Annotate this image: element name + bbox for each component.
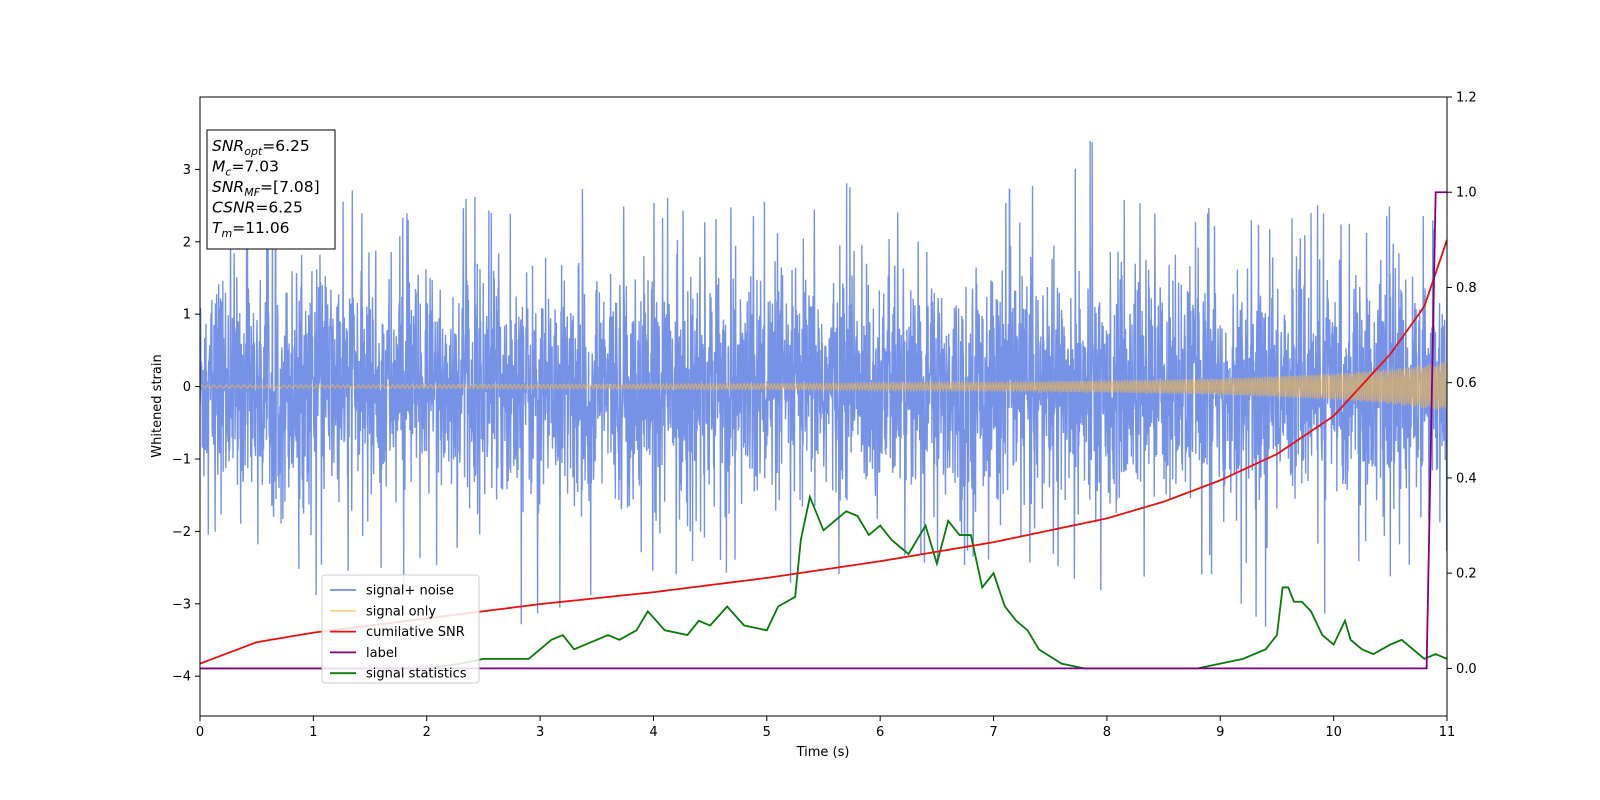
annotation-line: Tm=11.06 xyxy=(212,219,290,240)
y-axis-left: −4 −3 −2 −1 0 1 2 3 xyxy=(172,163,200,685)
x-tick-label: 7 xyxy=(989,725,997,740)
x-tick-label: 6 xyxy=(876,725,884,740)
y-right-tick-label: 0.6 xyxy=(1456,376,1477,391)
y-right-tick-label: 0.8 xyxy=(1456,281,1477,296)
legend-label: signal statistics xyxy=(366,667,467,682)
y-left-tick-label: −3 xyxy=(172,597,191,612)
x-tick-label: 9 xyxy=(1216,725,1224,740)
legend-label: cumilative SNR xyxy=(366,625,465,640)
legend-item: signal statistics xyxy=(330,667,467,682)
series-label xyxy=(200,191,1447,670)
legend-item: signal+ noise xyxy=(330,584,454,599)
y-right-tick-label: 0.2 xyxy=(1456,567,1477,582)
x-tick-label: 3 xyxy=(536,725,544,740)
y-left-tick-label: −1 xyxy=(172,452,191,467)
y-right-tick-label: 0.4 xyxy=(1456,471,1477,486)
y-left-tick-label: −4 xyxy=(172,670,191,685)
x-axis-label: Time (s) xyxy=(796,745,850,760)
legend: signal+ noise signal only cumilative SNR la… xyxy=(321,574,480,684)
legend-label: signal only xyxy=(366,604,436,619)
legend-label: label xyxy=(366,646,397,661)
series-signal-noise xyxy=(200,141,1447,627)
y-right-tick-label: 1.2 xyxy=(1456,91,1477,106)
y-left-tick-label: 0 xyxy=(183,380,191,395)
x-tick-label: 1 xyxy=(309,725,317,740)
y-axis-label: Whitened strain xyxy=(150,354,165,457)
annotation-line: Mc=7.03 xyxy=(212,158,279,179)
y-right-tick-label: 0.0 xyxy=(1456,662,1477,677)
annotation-line: CSNR=6.25 xyxy=(212,199,303,217)
x-axis: 0 1 2 3 4 5 6 7 8 9 10 11 xyxy=(196,716,1455,740)
series-signal-statistics xyxy=(200,493,1447,670)
x-tick-label: 2 xyxy=(423,725,431,740)
y-left-tick-label: 2 xyxy=(183,235,191,250)
x-tick-label: 8 xyxy=(1103,725,1111,740)
legend-item: label xyxy=(330,646,397,661)
annotation-line: SNRopt=6.25 xyxy=(212,137,310,158)
y-left-tick-label: 3 xyxy=(183,163,191,178)
x-tick-label: 5 xyxy=(763,725,771,740)
y-left-tick-label: −2 xyxy=(172,525,191,540)
plot-frame xyxy=(199,96,1448,717)
x-tick-label: 0 xyxy=(196,725,204,740)
legend-item: cumilative SNR xyxy=(330,625,465,640)
legend-item: signal only xyxy=(330,604,436,619)
series-signal-only xyxy=(200,362,1447,410)
y-right-tick-label: 1.0 xyxy=(1456,186,1477,201)
x-tick-label: 4 xyxy=(649,725,657,740)
annotation-line: SNRMF=[7.08] xyxy=(212,178,320,199)
y-left-tick-label: 1 xyxy=(183,308,191,323)
legend-label: signal+ noise xyxy=(366,584,454,599)
y-axis-right: 0.0 0.2 0.4 0.6 0.8 1.0 1.2 xyxy=(1447,91,1477,677)
x-tick-label: 10 xyxy=(1325,725,1342,740)
x-tick-label: 11 xyxy=(1439,725,1456,740)
